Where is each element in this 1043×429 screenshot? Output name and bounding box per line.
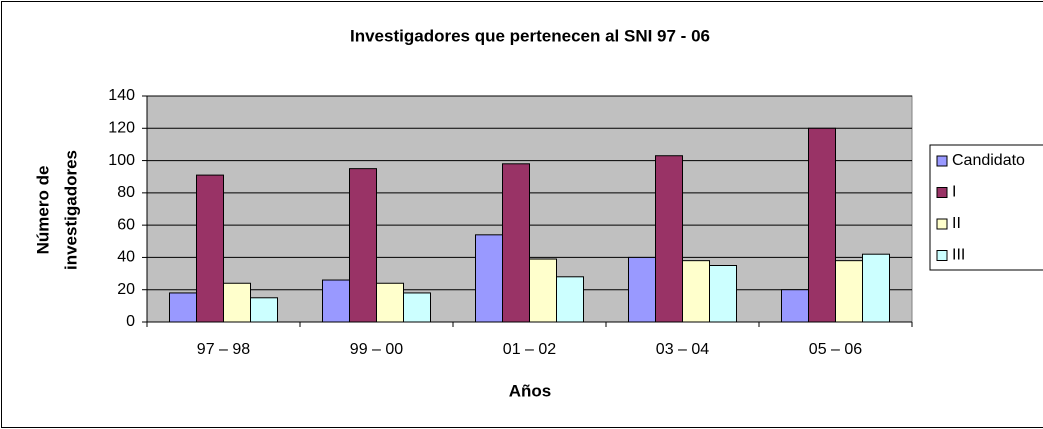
x-tick-label: 97 – 98	[197, 341, 250, 358]
bar	[169, 292, 197, 323]
x-tick-label: 01 – 02	[503, 341, 556, 358]
bar	[808, 127, 836, 323]
x-tick-label: 03 – 04	[656, 341, 709, 358]
x-tick-label: 05 – 06	[809, 341, 862, 358]
bar	[556, 276, 584, 323]
bar	[655, 155, 683, 323]
y-tick-label: 140	[108, 87, 135, 104]
bar	[862, 253, 890, 323]
legend-swatch	[936, 250, 948, 261]
x-axis-title: Años	[509, 381, 552, 400]
legend-label: I	[952, 184, 956, 201]
x-tick-label: 99 – 00	[350, 341, 403, 358]
y-tick-label: 0	[126, 313, 135, 330]
y-tick-label: 60	[117, 216, 135, 233]
chart-title: Investigadores que pertenecen al SNI 97 …	[350, 26, 710, 45]
y-axis-title: Número de	[33, 166, 52, 255]
bar	[709, 265, 737, 323]
bar	[835, 260, 863, 323]
bar	[502, 163, 530, 323]
y-tick-label: 40	[117, 249, 135, 266]
legend-swatch	[936, 187, 948, 198]
bar	[376, 282, 404, 323]
legend-swatch	[936, 155, 948, 167]
legend-label: Candidato	[952, 152, 1025, 169]
legend-label: II	[952, 215, 961, 232]
y-tick-label: 20	[117, 281, 135, 298]
bar	[349, 168, 377, 323]
bar	[196, 174, 224, 323]
y-axis-title: investigadores	[61, 150, 80, 270]
bar	[250, 297, 278, 323]
bar	[403, 292, 431, 323]
y-tick-label: 80	[117, 184, 135, 201]
y-tick-label: 100	[108, 152, 135, 169]
y-tick-label: 120	[108, 120, 135, 137]
legend-label: III	[952, 247, 965, 264]
bar	[223, 282, 251, 323]
bar	[529, 258, 557, 323]
bar	[475, 234, 503, 323]
bar	[322, 279, 350, 323]
legend-swatch	[936, 218, 948, 230]
bar	[628, 256, 656, 323]
legend	[929, 144, 1043, 271]
bar	[781, 289, 809, 323]
bar	[682, 260, 710, 323]
